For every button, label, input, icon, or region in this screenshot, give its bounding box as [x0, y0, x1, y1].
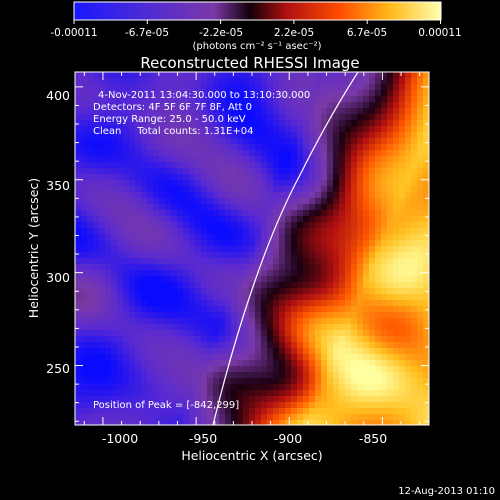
colorbar-tick-label: 2.2e-05 — [274, 27, 314, 39]
energy-range-label: Energy Range: 25.0 - 50.0 keV — [93, 114, 246, 125]
colorbar-units: (photons cm⁻² s⁻¹ asec⁻²) — [192, 41, 321, 52]
axis-ticks — [75, 72, 429, 425]
x-tick-label: -950 — [189, 431, 217, 446]
x-tick-label: -900 — [274, 431, 302, 446]
footer-date: 12-Aug-2013 01:10 — [398, 486, 495, 497]
y-axis-label: Heliocentric Y (arcsec) — [26, 178, 41, 318]
y-tick-label: 400 — [46, 88, 70, 103]
colorbar-ticks — [73, 20, 441, 24]
colorbar-tick-label: -2.2e-05 — [199, 27, 243, 39]
y-tick-label: 250 — [46, 361, 70, 376]
plot-title: Reconstructed RHESSI Image — [140, 54, 359, 72]
y-tick-label: 300 — [46, 270, 70, 285]
y-tick-label: 350 — [46, 178, 70, 193]
peak-position-label: Position of Peak = [-842,299] — [93, 400, 239, 411]
x-axis-label: Heliocentric X (arcsec) — [181, 448, 322, 463]
colorbar-tick-label: -0.00011 — [50, 27, 97, 39]
colorbar — [73, 1, 442, 21]
x-tick-label: -1000 — [102, 431, 138, 446]
clean-counts-label: Clean Total counts: 1.31E+04 — [93, 126, 253, 137]
colorbar-tick-label: 0.00011 — [418, 27, 461, 39]
colorbar-tick-label: 6.7e-05 — [347, 27, 387, 39]
detectors-label: Detectors: 4F 5F 6F 7F 8F, Att 0 — [93, 102, 252, 113]
emission-map — [75, 72, 429, 425]
colorbar-tick-label: -6.7e-05 — [125, 27, 169, 39]
x-tick-label: -850 — [359, 431, 387, 446]
solar-limb-line — [212, 72, 359, 425]
time-range-label: 4-Nov-2011 13:04:30.000 to 13:10:30.000 — [98, 90, 310, 101]
